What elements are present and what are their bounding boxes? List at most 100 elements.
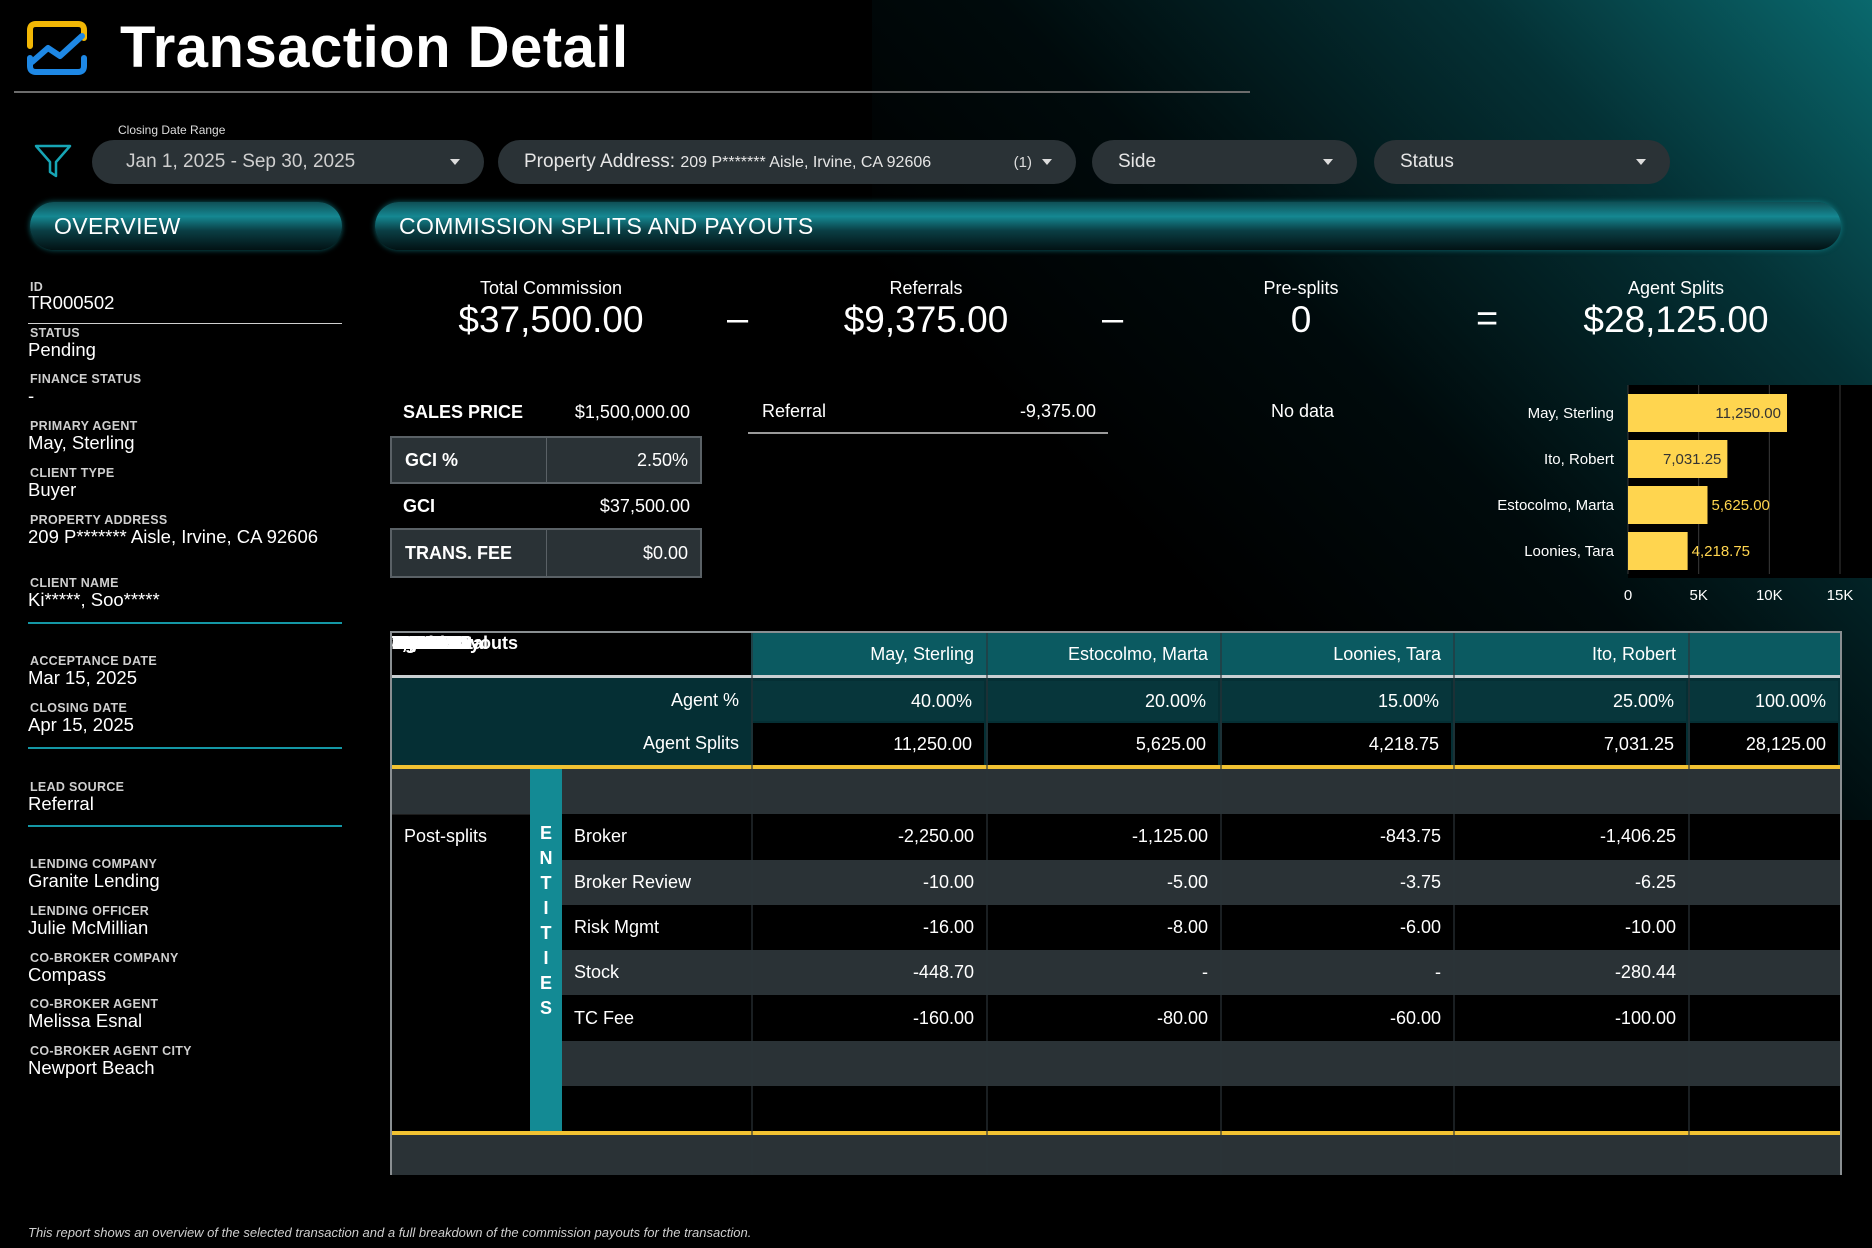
property-address-dropdown[interactable]: Property Address: 209 P******* Aisle, Ir… — [498, 140, 1076, 184]
data-label: 11,250.00 — [1715, 405, 1781, 422]
id-label: ID — [30, 280, 44, 294]
table-cell: 7,031.25 — [392, 633, 463, 653]
agent-pct-cell: 40.00% — [753, 681, 984, 721]
status-label: Status — [1400, 151, 1454, 172]
closing-date-label: CLOSING DATE — [30, 701, 128, 715]
table-row — [562, 814, 1840, 859]
row-label: Risk Mgmt — [574, 917, 659, 937]
cobroker-city-value: Newport Beach — [28, 1057, 155, 1078]
referral-label: Referral — [762, 400, 827, 421]
table-cell: 28,125.00 — [392, 633, 473, 653]
trans-fee-label: TRANS. FEE — [392, 530, 547, 576]
table-cell: -913.50 — [392, 633, 454, 653]
table-cell: -10.00 — [1624, 917, 1676, 937]
column-header: Grand total — [392, 633, 489, 653]
agent-payouts-cell: 21,305.86 — [392, 633, 473, 653]
closing-date-range-dropdown[interactable]: Jan 1, 2025 - Sep 30, 2025 — [92, 140, 484, 184]
category-label: Ito, Robert — [1544, 451, 1615, 468]
property-address-label: PROPERTY ADDRESS — [30, 513, 168, 527]
commission-table: May, Sterling Estocolmo, Marta Loonies, Ta… — [390, 631, 1842, 1175]
data-label: 5,625.00 — [1712, 497, 1770, 514]
bar — [1628, 532, 1688, 570]
client-name-label: CLIENT NAME — [30, 576, 119, 590]
acceptance-date-label: ACCEPTANCE DATE — [30, 654, 157, 668]
entities-letter: N — [539, 848, 553, 868]
row-label: Total — [392, 633, 434, 653]
entities-letter: S — [539, 998, 552, 1018]
table-row: TRANS. FEE $0.00 — [390, 528, 702, 578]
table-cell: -40.00 — [392, 633, 444, 653]
table-cell: -6,819.14 — [392, 633, 469, 653]
divider — [392, 765, 1840, 769]
table-cell: -6.00 — [1399, 917, 1441, 937]
row-label: Stock — [574, 962, 620, 982]
table-cell: - — [1435, 962, 1441, 982]
column-divider — [751, 633, 753, 1175]
column-divider — [1453, 633, 1455, 1175]
table-row: GCI $37,500.00 — [390, 484, 702, 528]
table-row — [562, 860, 1840, 905]
bar — [1628, 486, 1708, 524]
table-cell: -2,884.70 — [392, 633, 469, 653]
table-row — [562, 769, 1840, 814]
referral-row: Referral -9,375.00 — [748, 390, 1108, 434]
status-dropdown[interactable]: Status — [1374, 140, 1670, 184]
lead-source-label: LEAD SOURCE — [30, 780, 125, 794]
category-label: Loonies, Tara — [1524, 543, 1614, 560]
presplits-label: Pre-splits — [1263, 278, 1339, 298]
side-dropdown[interactable]: Side — [1092, 140, 1357, 184]
gci-pct-label: GCI % — [392, 438, 547, 482]
overview-section-header: OVERVIEW — [30, 202, 342, 250]
table-cell: 11,250.00 — [392, 633, 472, 653]
total-commission-label: Total Commission — [479, 278, 623, 298]
table-cell: -80.00 — [1156, 1008, 1208, 1028]
table-cell: -280.44 — [1614, 962, 1676, 982]
filter-icon[interactable] — [34, 142, 72, 180]
agent-payouts-cell: 4,407.00 — [392, 633, 463, 653]
cobroker-company-value: Compass — [28, 964, 107, 985]
entities-letter: I — [543, 898, 549, 918]
table-cell: -25.00 — [392, 633, 444, 653]
divider — [392, 675, 1840, 678]
entities-letter: I — [543, 948, 549, 968]
divider — [28, 825, 342, 827]
post-splits-header-cell — [392, 769, 530, 814]
agent-splits-cell: 4,218.75 — [1222, 723, 1451, 765]
footnote: This report shows an overview of the sel… — [28, 1225, 752, 1240]
agent-splits-label: Agent Splits — [1627, 278, 1725, 298]
entities-letter: E — [539, 973, 552, 993]
data-label: 7,031.25 — [1663, 451, 1721, 468]
trans-fee-value: $0.00 — [642, 542, 688, 563]
row-label: Broker — [574, 826, 628, 846]
table-cell: -5.00 — [1166, 872, 1208, 892]
post-splits-cell — [392, 814, 530, 1132]
cobroker-agent-label: CO-BROKER AGENT — [30, 997, 159, 1011]
divider — [392, 1131, 1840, 1135]
agent-pct-cell: 25.00% — [1455, 681, 1686, 721]
property-address-label: Property Address: — [524, 151, 676, 172]
gci-label: GCI — [403, 495, 436, 516]
table-cell: -729.14 — [392, 633, 454, 653]
agent-splits-cell: 11,250.00 — [753, 723, 984, 765]
column-header: Loonies, Tara — [1333, 643, 1441, 664]
x-tick-label: 5K — [1689, 587, 1707, 604]
acceptance-date-value: Mar 15, 2025 — [28, 667, 138, 688]
table-cell: -100.00 — [1614, 1008, 1676, 1028]
agent-payouts-label: Agent Payouts — [392, 633, 519, 653]
column-divider — [1688, 633, 1690, 1175]
referrals-value: $9,375.00 — [843, 299, 1009, 340]
closing-date-range-label: Closing Date Range — [118, 123, 226, 137]
cobroker-city-label: CO-BROKER AGENT CITY — [30, 1044, 192, 1058]
divider — [28, 323, 342, 324]
column-divider — [1220, 633, 1222, 1175]
agent-payouts-cell: 5,228.31 — [392, 633, 463, 653]
table-cell: -6.25 — [1634, 872, 1676, 892]
agent-payouts-cell: 8,365.30 — [392, 633, 463, 653]
table-cell: -1,218.00 — [392, 633, 469, 653]
sales-price-label: SALES PRICE — [403, 401, 524, 422]
agent-splits-bar-chart: 0 5K 10K 15K May, Sterling 11,250.00 Ito, Robe… — [1497, 385, 1872, 604]
minus-operator: – — [1102, 298, 1124, 340]
table-cell: 4,218.75 — [392, 633, 463, 653]
chevron-down-icon — [1636, 159, 1646, 165]
equals-operator: = — [1476, 298, 1499, 340]
